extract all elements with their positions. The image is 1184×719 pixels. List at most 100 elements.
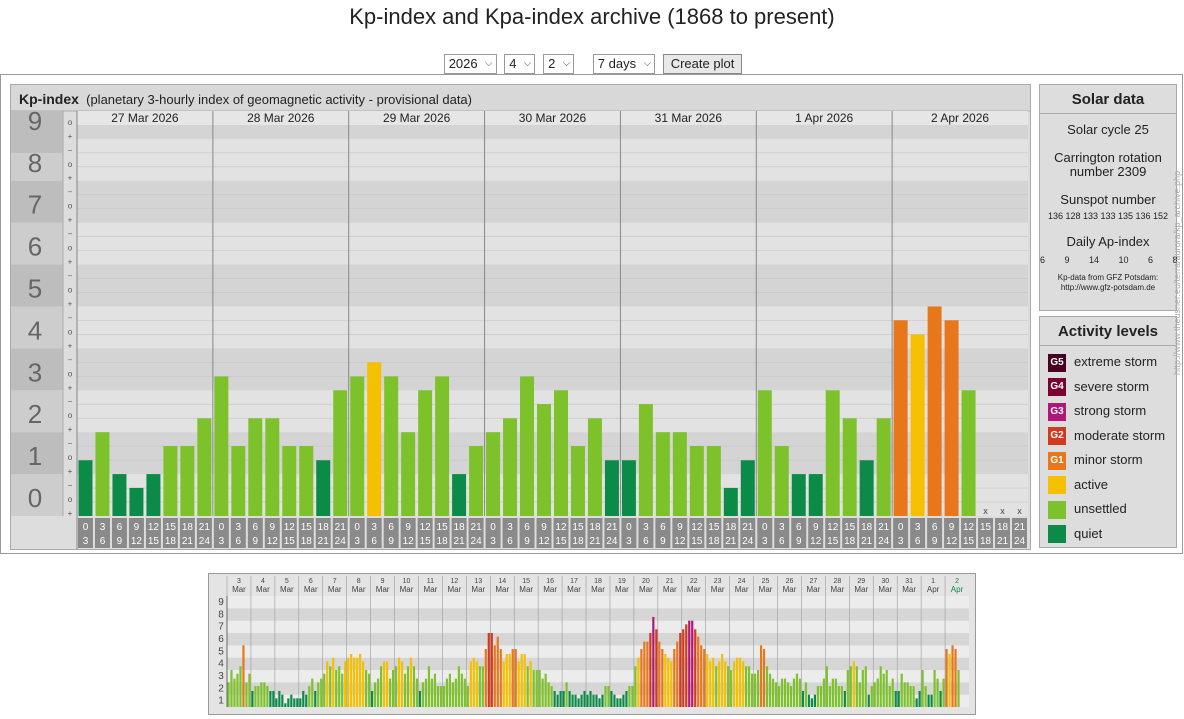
kp-bar xyxy=(961,390,976,516)
kp-day-label: 28 Mar 2026 xyxy=(247,111,315,125)
overview-bar xyxy=(727,666,730,707)
kp-bar xyxy=(757,390,772,516)
kp-hour-start: 18 xyxy=(454,522,466,533)
kp-hour-end: 15 xyxy=(420,536,432,547)
kp-hour-end: 3 xyxy=(626,536,632,547)
month-select[interactable]: 4 ⌵ xyxy=(504,54,536,74)
overview-day-number: 29 xyxy=(857,578,865,585)
kp-hour-cell xyxy=(808,518,824,548)
overview-day-number: 7 xyxy=(333,578,337,585)
overview-month-label: Mar xyxy=(735,585,749,594)
overview-bar xyxy=(643,641,646,707)
overview-bar xyxy=(798,678,802,707)
kp-day-label: 29 Mar 2026 xyxy=(383,111,451,125)
overview-bar xyxy=(876,678,879,707)
range-select[interactable]: 7 days ⌵ xyxy=(592,54,656,74)
overview-bar xyxy=(421,682,425,707)
overview-y-tick: 4 xyxy=(218,659,224,670)
kp-hour-start: 21 xyxy=(878,522,890,533)
kp-hour-cell xyxy=(400,518,416,548)
kp-bar xyxy=(893,320,908,516)
kp-hour-end: 18 xyxy=(437,536,449,547)
activity-level-swatch: G3 xyxy=(1048,402,1066,421)
kp-hour-start: 15 xyxy=(844,522,856,533)
overview-bar xyxy=(254,686,257,707)
overview-bar xyxy=(819,686,822,707)
overview-bar xyxy=(783,678,787,707)
overview-bar xyxy=(385,661,389,707)
overview-month-label: Mar xyxy=(424,585,438,594)
overview-grid-band xyxy=(227,596,969,609)
overview-bar xyxy=(837,686,840,707)
overview-bar xyxy=(442,686,446,707)
kp-hour-start: 21 xyxy=(606,522,618,533)
kp-hour-start: 12 xyxy=(555,522,567,533)
kp-hour-start: 9 xyxy=(134,522,140,533)
kp-chart: 0 + o − 1 + o − 2 + o − 3 + o − 4 + o − 5 + o − 6 + o − 7 + o − 8 + o − 9 + o 2… xyxy=(11,85,1030,549)
kp-bar xyxy=(401,432,416,516)
year-select[interactable]: 2026 ⌵ xyxy=(443,54,497,74)
overview-day-number: 21 xyxy=(666,578,674,585)
overview-bar xyxy=(712,657,715,707)
overview-bar xyxy=(792,678,796,707)
overview-y-tick: 1 xyxy=(218,696,224,707)
overview-bar xyxy=(233,678,236,707)
kp-hour-cell xyxy=(111,518,127,548)
kp-hour-start: 0 xyxy=(898,522,904,533)
kp-hour-end: 12 xyxy=(538,536,550,547)
kp-y-subtick: o xyxy=(68,285,73,294)
overview-bar xyxy=(894,690,897,707)
overview-bar xyxy=(245,682,248,707)
overview-grid-band xyxy=(227,657,969,670)
overview-bar xyxy=(631,686,634,707)
kp-hour-cell xyxy=(655,518,671,548)
overview-month-label: Apr xyxy=(951,585,964,594)
carrington-line-2: number 2309 xyxy=(1069,164,1147,179)
overview-bar xyxy=(598,698,601,707)
overview-month-label: Mar xyxy=(280,585,294,594)
overview-day-number: 27 xyxy=(810,578,818,585)
overview-bar xyxy=(529,661,532,707)
overview-bar xyxy=(909,686,912,707)
overview-day-number: 30 xyxy=(881,578,889,585)
overview-bar xyxy=(394,666,398,707)
kp-bar xyxy=(910,334,925,516)
kp-hour-end: 15 xyxy=(148,536,160,547)
kp-bar xyxy=(689,446,704,516)
kp-y-tick-label: 5 xyxy=(28,274,42,304)
kp-hour-start: 18 xyxy=(861,522,873,533)
overview-bar xyxy=(424,678,428,707)
overview-bar xyxy=(574,694,577,707)
kp-hour-cell xyxy=(468,518,484,548)
overview-bar xyxy=(634,666,637,707)
overview-bar xyxy=(864,666,867,707)
overview-month-label: Mar xyxy=(711,585,725,594)
overview-bar xyxy=(825,666,828,707)
kp-grid-band xyxy=(77,125,1028,139)
overview-bar xyxy=(846,670,849,707)
kp-bar xyxy=(706,446,721,516)
create-plot-button[interactable]: Create plot xyxy=(662,54,743,74)
kp-y-tick-label: 0 xyxy=(28,483,42,513)
overview-bar xyxy=(445,678,449,707)
overview-bar xyxy=(927,694,930,707)
day-select[interactable]: 2 ⌵ xyxy=(543,54,575,74)
kp-hour-start: 6 xyxy=(932,522,938,533)
kp-hour-end: 15 xyxy=(691,536,703,547)
kp-hour-cell xyxy=(570,518,586,548)
overview-day-number: 4 xyxy=(261,578,265,585)
overview-bar xyxy=(356,657,359,707)
kp-hour-end: 21 xyxy=(725,536,737,547)
kp-hour-cell xyxy=(638,518,654,548)
kp-bar xyxy=(367,362,382,516)
kp-chart-title: Kp-index xyxy=(19,91,79,107)
overview-bar xyxy=(906,682,909,707)
kp-y-subtick: − xyxy=(68,397,73,406)
overview-y-tick: 9 xyxy=(218,597,224,608)
kp-hour-cell xyxy=(247,518,263,548)
overview-bar xyxy=(302,690,305,707)
kp-hour-cell xyxy=(298,518,314,548)
overview-bar xyxy=(768,673,772,707)
overview-bar xyxy=(822,678,825,707)
overview-bar xyxy=(335,670,338,707)
